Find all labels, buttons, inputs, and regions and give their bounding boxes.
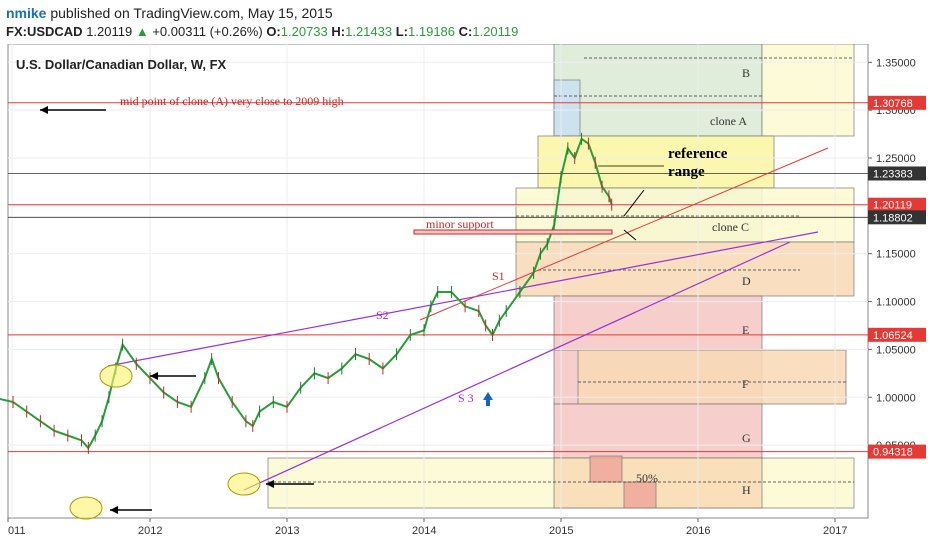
- price-tag-3: 1.18802: [873, 212, 913, 224]
- chart-header: nmike published on TradingView.com, May …: [0, 0, 932, 44]
- price-tag-4: 1.06524: [873, 330, 913, 342]
- ellipse-marker-0: [69, 496, 103, 520]
- range-label: range: [668, 164, 705, 180]
- arrow-2012-low-head: [266, 480, 274, 488]
- y-tick-label-7: 1.00000: [876, 392, 916, 404]
- x-axis: 011 2012 2013 2014 2015 2016 2017: [7, 518, 847, 537]
- quote-line: FX:USDCAD 1.20119 ▲ +0.00311 (+0.26%) O:…: [6, 24, 518, 39]
- zone-letter-h: H: [742, 483, 751, 497]
- zone-e: [553, 295, 763, 351]
- markers: [40, 106, 664, 520]
- horizontal-levels: [8, 102, 868, 453]
- y-tick-label-0: 1.35000: [876, 57, 916, 69]
- zone-boxes: [267, 44, 855, 509]
- x-tick-label-1: 2012: [138, 525, 162, 537]
- y-tick-label-4: 1.15000: [876, 249, 916, 261]
- y-tick-label-5: 1.10000: [876, 297, 916, 309]
- s1-label: S1: [492, 269, 505, 283]
- zone-a-blue: [553, 79, 581, 137]
- arrow-2011-low-head: [110, 506, 118, 514]
- low-label: L:: [395, 24, 409, 39]
- zone-b: [553, 44, 763, 137]
- zone-f: [577, 349, 847, 405]
- price-tag-2: 1.20119: [873, 200, 912, 212]
- open-value: 1.20733: [280, 24, 328, 39]
- zone-50-a: [589, 455, 623, 483]
- y-tick-label-2: 1.25000: [876, 153, 916, 165]
- x-tick-label-3: 2014: [412, 525, 436, 537]
- midpoint-annotation: mid point of clone (A) very close to 200…: [120, 94, 344, 108]
- publish-text: published on TradingView.com, May 15, 20…: [50, 5, 333, 21]
- zone-50-b: [623, 481, 657, 509]
- x-tick-label-4: 2015: [549, 525, 573, 537]
- zone-letter-e: E: [742, 323, 749, 337]
- x-tick-label-6: 2017: [823, 525, 847, 537]
- price-tag-5: 0.94318: [873, 447, 913, 459]
- ellipse-marker-1: [99, 364, 133, 388]
- ellipse-marker-2: [227, 472, 261, 496]
- trend-lines: [107, 147, 829, 491]
- arrow-2011-head: [150, 372, 158, 380]
- x-tick-label-5: 2016: [686, 525, 710, 537]
- price-tag-0: 1.30768: [873, 98, 913, 110]
- x-tick-label-0: 011: [8, 525, 26, 537]
- x-tick-label-2: 2013: [275, 525, 299, 537]
- symbol-label[interactable]: FX:USDCAD: [6, 24, 83, 39]
- price-series: [0, 132, 613, 454]
- last-price: 1.20119: [86, 24, 133, 39]
- up-arrow-s3-icon: [483, 392, 493, 406]
- s2-label: S2: [376, 308, 389, 322]
- price-tag-bg-2: [868, 197, 926, 212]
- minor-support-label: minor support: [426, 217, 494, 231]
- pointer-down: [623, 229, 637, 241]
- close-label: C:: [458, 24, 473, 39]
- zone-d: [515, 241, 855, 297]
- price-tag-bg-0: [868, 95, 926, 110]
- open-label: O:: [266, 24, 281, 39]
- price-tag-bg-1: [868, 166, 926, 181]
- price-line: [0, 137, 613, 450]
- annotations: mid point of clone (A) very close to 200…: [120, 66, 751, 497]
- grid-lines: [8, 44, 868, 518]
- zone-h: [553, 457, 763, 509]
- clone-c-label: clone C: [712, 220, 749, 234]
- minor-support-bar: [413, 229, 613, 235]
- zone-letter-b: B: [742, 66, 750, 80]
- clone-a-label: clone A: [710, 114, 747, 128]
- price-tag-bg-4: [868, 327, 926, 342]
- author-link[interactable]: nmike: [6, 5, 47, 21]
- low-value: 1.19186: [408, 24, 456, 39]
- high-label: H:: [331, 24, 346, 39]
- fifty-percent-label: 50%: [636, 471, 658, 485]
- zone-letter-g: G: [742, 431, 751, 445]
- y-axis: 1.350001.300001.250001.200001.150001.100…: [868, 57, 926, 459]
- up-arrow-icon: ▲: [135, 24, 149, 39]
- zone-letter-f: F: [742, 377, 749, 391]
- price-chart[interactable]: mid point of clone (A) very close to 200…: [0, 44, 932, 550]
- arrow-midpoint-head: [40, 106, 48, 114]
- zone-g: [553, 403, 763, 459]
- y-tick-label-6: 1.05000: [876, 344, 916, 356]
- s3-label: S 3: [458, 391, 474, 405]
- zone-letter-d: D: [742, 274, 751, 288]
- trendline-s2: [107, 231, 819, 367]
- reference-label: reference: [668, 146, 728, 162]
- price-tag-bg-5: [868, 444, 926, 459]
- trendline-s1: [419, 147, 829, 321]
- publish-line: nmike published on TradingView.com, May …: [6, 5, 333, 21]
- chart-title: U.S. Dollar/Canadian Dollar, W, FX: [16, 57, 227, 72]
- price-tag-1: 1.23383: [873, 168, 913, 180]
- zone-b-ext: [761, 44, 855, 137]
- price-tag-bg-3: [868, 210, 926, 225]
- change-value: +0.00311 (+0.26%): [152, 24, 263, 39]
- close-value: 1.20119: [472, 24, 519, 39]
- high-value: 1.21433: [345, 24, 393, 39]
- zone-reference: [537, 135, 775, 189]
- trendline-s3: [243, 241, 791, 491]
- pointer-up: [623, 189, 645, 217]
